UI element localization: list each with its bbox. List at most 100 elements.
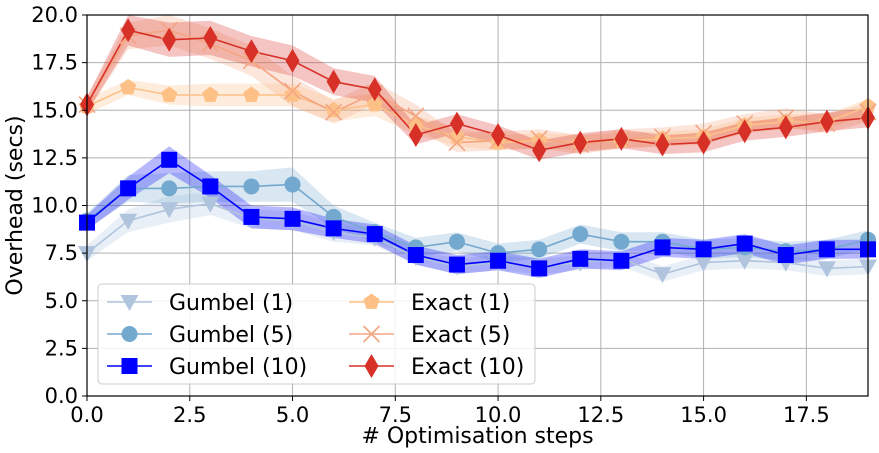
axis-ticks: 0.0 2.5 5.0 7.5 10.0 12.5 15.0 17.5 0.0 2.5 5.0 7.5…: [31, 3, 829, 427]
gumbel-10-point: [777, 247, 794, 264]
exact-10-band: [87, 15, 868, 160]
exact-10-point: [367, 77, 382, 102]
gumbel-5-point: [284, 176, 301, 193]
gumbel-10-point: [161, 151, 178, 168]
x-tick-label: 7.5: [379, 403, 412, 427]
exact-5-band: [87, 15, 868, 155]
exact-10-point: [285, 48, 300, 73]
gumbel-1-line: [86, 202, 869, 275]
gumbel-10-point: [531, 260, 548, 277]
gumbel-1-point: [201, 196, 220, 213]
gumbel-5-point: [448, 233, 465, 250]
confidence-bands: [87, 15, 868, 282]
legend-item-exact-10: Exact (10): [349, 354, 524, 380]
x-tick-label: 12.5: [577, 403, 624, 427]
exact-10-point: [491, 123, 506, 148]
gumbel-10-point: [284, 210, 301, 227]
gumbel-10-band: [87, 146, 868, 278]
y-tick-label: 20.0: [31, 3, 78, 27]
exact-10-point: [162, 27, 177, 52]
gumbel-5-point: [613, 233, 630, 250]
exact-10-point: [203, 25, 218, 50]
gumbel-5-point: [243, 178, 260, 195]
exact-1-point: [243, 86, 260, 102]
gumbel-10-point: [120, 180, 137, 197]
gumbel-10-point: [613, 252, 630, 269]
y-tick-label: 2.5: [45, 336, 78, 360]
x-tick-label: 15.0: [680, 403, 727, 427]
exact-1-point: [366, 96, 383, 112]
series-markers: [78, 18, 877, 284]
legend-box: [97, 283, 536, 385]
exact-10-point: [121, 18, 136, 43]
gumbel-1-band: [87, 192, 868, 282]
exact-1-point: [448, 128, 465, 144]
gumbel-5-point: [531, 241, 548, 258]
y-tick-label: 10.0: [31, 194, 78, 218]
gumbel-10-point: [366, 226, 383, 243]
legend-item-exact-1: Exact (1): [349, 291, 510, 316]
x-tick-label: 5.0: [276, 403, 309, 427]
legend-marker: [121, 326, 138, 342]
exact-5-point: [448, 134, 466, 152]
y-tick-label: 7.5: [45, 241, 78, 265]
y-tick-label: 15.0: [31, 98, 78, 122]
gumbel-10-point: [736, 235, 753, 252]
gumbel-10-point: [243, 208, 260, 225]
legend-marker: [362, 325, 381, 343]
exact-5-point: [407, 107, 425, 125]
y-tick-label: 12.5: [31, 146, 78, 170]
gumbel-1-point: [694, 255, 713, 272]
gumbel-5-point: [161, 180, 178, 197]
x-tick-label: 0.0: [70, 403, 103, 427]
gumbel-1-point: [160, 202, 179, 219]
gumbel-1-point: [735, 253, 754, 270]
exact-10-point: [655, 132, 670, 157]
gumbel-10-point: [407, 247, 424, 264]
exact-10-point: [737, 119, 752, 144]
y-axis-label: Overhead (secs): [3, 115, 28, 295]
x-tick-label: 2.5: [173, 403, 206, 427]
gumbel-10-point: [490, 252, 507, 269]
exact-10-point: [573, 130, 588, 155]
exact-1-point: [202, 86, 219, 102]
x-tick-label: 10.0: [475, 403, 522, 427]
exact-10-point: [614, 126, 629, 151]
x-axis-label: # Optimisation steps: [361, 424, 593, 449]
legend-marker: [120, 295, 139, 311]
exact-1-point: [284, 86, 301, 102]
gumbel-10-point: [818, 241, 835, 258]
exact-1-point: [161, 86, 178, 102]
exact-1-band: [87, 79, 868, 151]
exact-10-point: [696, 130, 711, 155]
exact-10-point: [244, 39, 259, 64]
exact-10-point: [326, 69, 341, 94]
legend-item-gumbel-5: Gumbel (5): [107, 323, 293, 348]
legend-item-gumbel-1: Gumbel (1): [107, 291, 293, 316]
exact-10-point: [532, 138, 547, 163]
exact-10-point: [819, 109, 834, 134]
gumbel-5-band: [87, 167, 868, 263]
gumbel-10-point: [325, 220, 342, 237]
x-tick-label: 17.5: [783, 403, 830, 427]
gumbel-10-point: [202, 178, 219, 195]
y-tick-label: 5.0: [45, 289, 78, 313]
legend: Gumbel (1) Gumbel (5) Gumbel (10) Exact (1)…: [97, 283, 536, 385]
exact-1-point: [325, 101, 342, 118]
legend-label: Exact (1): [411, 291, 510, 316]
gumbel-10-point: [695, 241, 712, 258]
exact-10-point: [449, 111, 464, 136]
gumbel-10-point: [572, 250, 589, 267]
gumbel-10-point: [448, 256, 465, 273]
legend-label: Exact (10): [411, 355, 524, 380]
legend-label: Gumbel (1): [169, 291, 293, 316]
exact-5-point: [283, 82, 302, 100]
legend-marker: [121, 358, 138, 374]
exact-5-point: [325, 103, 343, 121]
gumbel-1-point: [817, 261, 836, 278]
legend-item-gumbel-10: Gumbel (10): [107, 355, 307, 380]
exact-10-point: [778, 115, 793, 140]
legend-label: Gumbel (10): [169, 355, 307, 380]
exact-10-line: [86, 29, 869, 152]
